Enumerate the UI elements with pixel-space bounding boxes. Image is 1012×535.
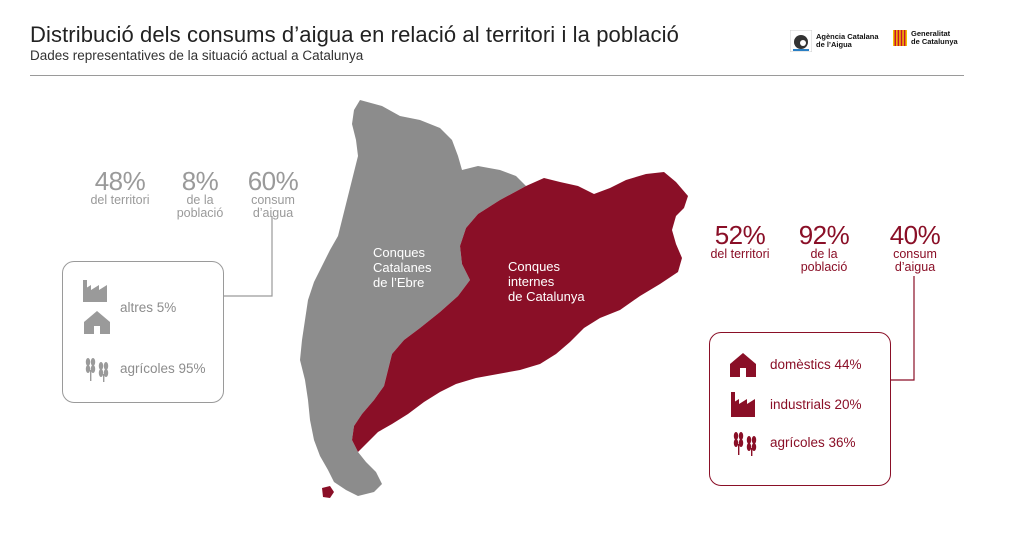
ebre-agri-row: agrícoles 95% xyxy=(82,354,206,382)
stat-value: 60% xyxy=(247,166,299,196)
internes-basin-label: Conques internes de Catalunya xyxy=(508,259,585,304)
ebre-other-row: altres 5% xyxy=(80,278,176,336)
stat-value: 52% xyxy=(714,220,766,250)
page-subtitle: Dades representatives de la situació act… xyxy=(30,48,364,63)
generalitat-logo-line1: Generalitat xyxy=(911,29,951,38)
ebre-agri-label: agrícoles 95% xyxy=(120,360,206,376)
left-connector-line xyxy=(223,216,273,297)
internes-water-stat: 40% consum d’aigua xyxy=(880,222,950,274)
factory-icon xyxy=(731,392,755,417)
stat-label: del territori xyxy=(90,193,150,207)
generalitat-logo-line2: de Catalunya xyxy=(911,37,958,46)
stat-label: consum d’aigua xyxy=(893,247,937,274)
internes-territory-stat: 52% del territori xyxy=(702,222,778,261)
aca-logo-line2: de l’Aigua xyxy=(816,40,852,49)
internes-basin-region xyxy=(352,172,688,452)
internes-agri-row: agrícoles 36% xyxy=(730,428,856,456)
ebre-population-stat: 8% de la població xyxy=(166,168,234,220)
internes-industrial-row: industrials 20% xyxy=(728,390,862,418)
ebre-territory-stat: 48% del territori xyxy=(82,168,158,207)
aca-logo-line1: Agència Catalana xyxy=(816,32,879,41)
stat-value: 92% xyxy=(798,220,850,250)
header-divider xyxy=(30,75,964,76)
ebre-water-stat: 60% consum d’aigua xyxy=(238,168,308,220)
internes-domestic-row: domèstics 44% xyxy=(728,350,862,378)
generalitat-logo-mark xyxy=(893,30,907,46)
internes-domestic-label: domèstics 44% xyxy=(770,356,862,372)
internes-agri-label: agrícoles 36% xyxy=(770,434,856,450)
delta-red-spot xyxy=(322,486,334,498)
house-icon xyxy=(730,353,756,377)
stat-label: consum d’aigua xyxy=(251,193,295,220)
ebre-basin-label: Conques Catalanes de l’Ebre xyxy=(373,245,432,290)
wheat-icon xyxy=(733,432,757,456)
stat-label: del territori xyxy=(710,247,770,261)
ebre-basin-region xyxy=(300,100,526,496)
stat-label: de la població xyxy=(800,247,848,274)
wheat-icon xyxy=(85,358,109,382)
internes-industrial-label: industrials 20% xyxy=(770,396,862,412)
aca-logo-mark xyxy=(790,30,812,52)
stat-label: de la població xyxy=(176,193,224,220)
internes-population-stat: 92% de la població xyxy=(790,222,858,274)
generalitat-logo: Generalitat de Catalunya xyxy=(893,30,958,46)
aca-logo: Agència Catalana de l’Aigua xyxy=(790,30,879,52)
factory-house-icon xyxy=(83,280,110,334)
stat-value: 48% xyxy=(94,166,146,196)
stat-value: 8% xyxy=(181,166,219,196)
ebre-other-label: altres 5% xyxy=(120,299,177,315)
right-connector-line xyxy=(889,276,915,381)
page-title: Distribució dels consums d’aigua en rela… xyxy=(30,22,679,47)
stat-value: 40% xyxy=(889,220,941,250)
